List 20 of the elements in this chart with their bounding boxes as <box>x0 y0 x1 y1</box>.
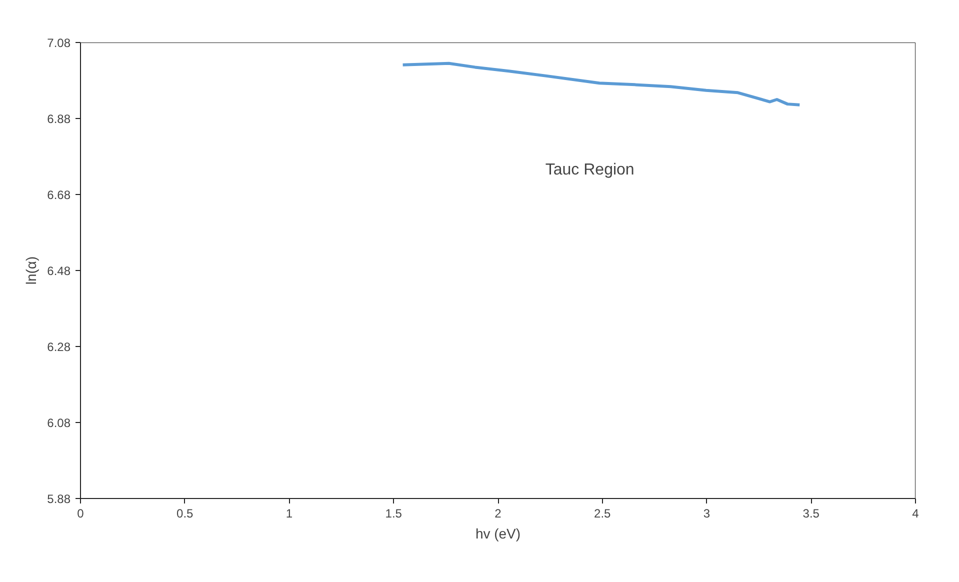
x-tick-label: 3 <box>703 506 710 520</box>
y-tick-label: 6.68 <box>47 188 71 202</box>
x-tick-label: 2.5 <box>594 506 612 520</box>
x-tick-label: 0 <box>77 506 84 520</box>
x-axis-title: hv (eV) <box>475 526 521 542</box>
y-tick-label: 6.08 <box>47 416 71 430</box>
x-tick-label: 1.5 <box>385 506 402 520</box>
line-series <box>401 62 802 106</box>
y-tick-label: 6.88 <box>47 112 71 126</box>
x-tick-label: 3.5 <box>802 506 820 520</box>
x-tick-label: 0.5 <box>176 506 194 520</box>
y-axis-title: ln(α) <box>23 256 40 285</box>
y-tick-label: 7.08 <box>47 36 71 50</box>
y-tick-label: 6.48 <box>47 264 71 278</box>
x-tick-label: 2 <box>494 506 502 520</box>
y-tick-label: 5.88 <box>47 492 71 506</box>
x-tick-label: 4 <box>912 506 920 520</box>
x-tick-label: 1 <box>286 506 293 520</box>
y-tick-label: 6.28 <box>47 340 71 354</box>
annotation: Tauc Region <box>545 162 634 179</box>
